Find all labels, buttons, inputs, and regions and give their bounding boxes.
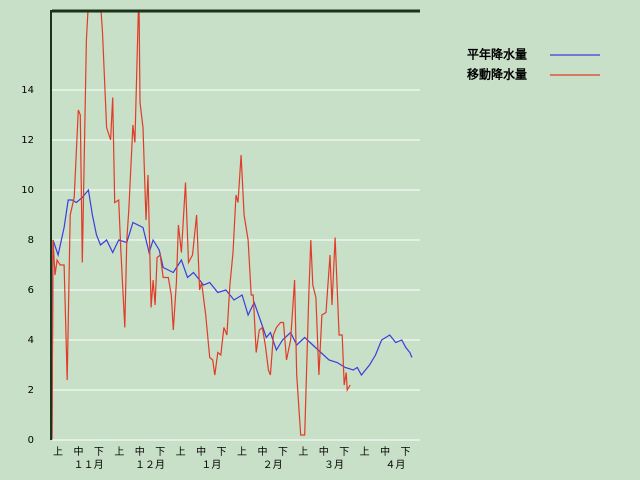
x-tick-label: 下 — [339, 447, 349, 458]
month-label: １月 — [201, 459, 221, 471]
x-tick-label: 下 — [401, 447, 411, 458]
x-tick-label: 上 — [237, 446, 247, 458]
x-tick-label: 中 — [257, 445, 267, 458]
y-tick-label: 14 — [21, 85, 34, 96]
y-tick-label: 2 — [28, 385, 34, 396]
series-line — [52, 10, 351, 440]
y-tick-label: 6 — [28, 285, 34, 296]
x-tick-label: 中 — [380, 445, 390, 458]
month-label: １１月 — [74, 459, 104, 471]
x-tick-label: 下 — [94, 447, 104, 458]
y-tick-label: 12 — [21, 135, 34, 146]
series-line — [52, 188, 413, 440]
month-label: ２月 — [263, 459, 283, 471]
month-label: ３月 — [324, 459, 344, 471]
month-label: １２月 — [135, 459, 165, 471]
x-tick-label: 下 — [278, 447, 288, 458]
x-tick-label: 上 — [176, 446, 186, 458]
x-tick-label: 下 — [217, 447, 227, 458]
x-tick-label: 上 — [360, 446, 370, 458]
x-tick-label: 下 — [155, 447, 165, 458]
month-label: ４月 — [385, 459, 405, 471]
y-tick-label: 8 — [28, 235, 34, 246]
x-tick-label: 上 — [298, 446, 308, 458]
x-tick-label: 中 — [135, 445, 145, 458]
x-tick-label: 中 — [319, 445, 329, 458]
legend-label: 平年降水量 — [467, 47, 527, 62]
y-tick-label: 10 — [21, 185, 34, 196]
y-tick-label: 0 — [28, 435, 34, 446]
y-tick-label: 4 — [28, 335, 34, 346]
x-tick-label: 上 — [53, 446, 63, 458]
legend-label: 移動降水量 — [467, 67, 527, 82]
x-tick-label: 中 — [73, 445, 83, 458]
x-tick-label: 上 — [114, 446, 124, 458]
x-tick-label: 中 — [196, 445, 206, 458]
